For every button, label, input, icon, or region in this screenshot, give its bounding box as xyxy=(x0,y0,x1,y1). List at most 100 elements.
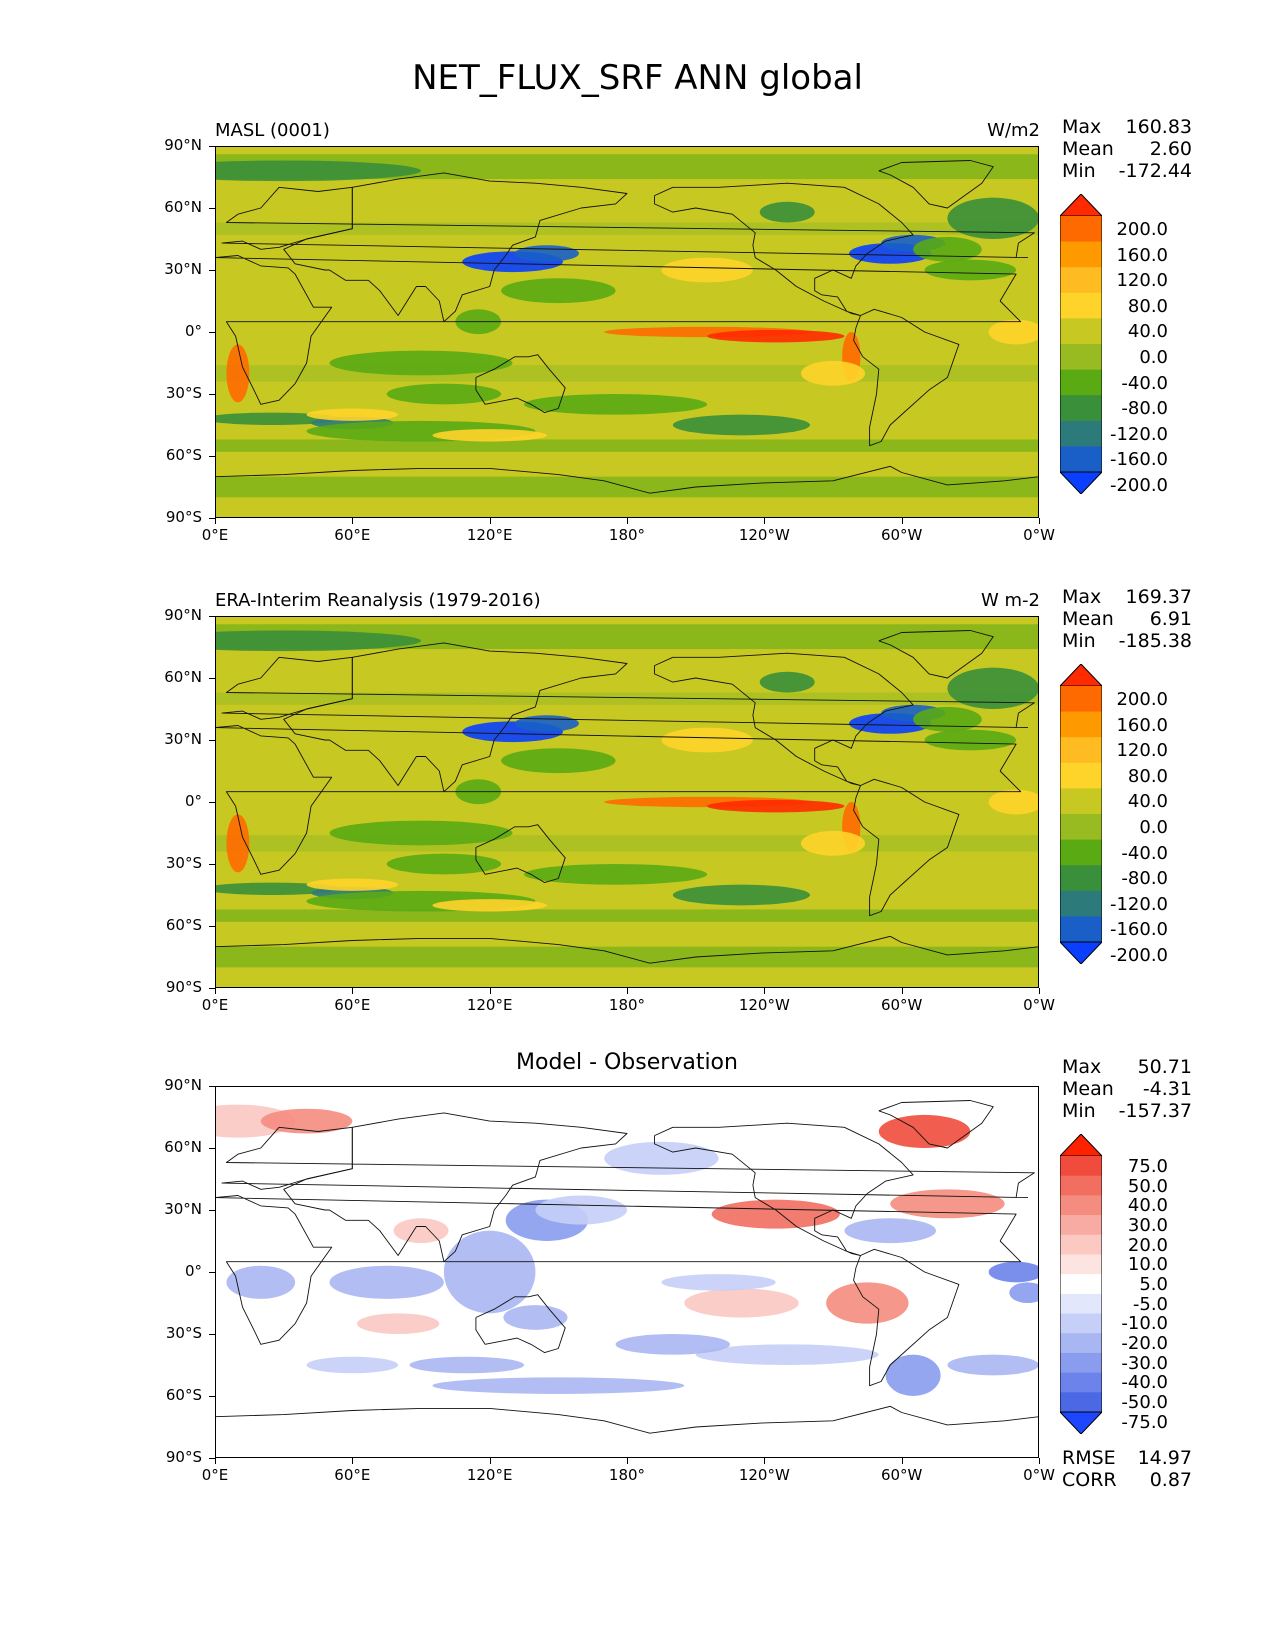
field-contour xyxy=(988,319,1039,345)
field-contour xyxy=(329,350,513,376)
field-contour xyxy=(393,1218,449,1244)
colorbar-tick-label: -160.0 xyxy=(1109,919,1168,941)
map-frame xyxy=(215,616,1039,988)
corr-value: 0.87 xyxy=(1149,1469,1192,1491)
x-tick-mark xyxy=(764,1458,766,1464)
colorbar-tick-label: -20.0 xyxy=(1121,1333,1168,1355)
field-contour xyxy=(432,899,547,912)
colorbar-tick-label: 120.0 xyxy=(1116,740,1168,762)
y-tick-mark xyxy=(209,988,215,989)
y-tick-mark xyxy=(209,616,215,617)
x-tick-mark xyxy=(352,988,354,994)
colorbar-segment xyxy=(1060,737,1102,764)
colorbar-tick-label: -5.0 xyxy=(1132,1293,1168,1315)
field-contour xyxy=(707,329,845,343)
field-contour xyxy=(386,853,502,875)
field-contour xyxy=(306,408,399,421)
coastline-greenland xyxy=(878,630,994,679)
field-contour xyxy=(615,1334,730,1355)
x-tick-mark xyxy=(901,1458,903,1464)
map-frame xyxy=(215,1086,1039,1458)
colorbar-segment xyxy=(1060,1293,1102,1315)
field-contour xyxy=(260,1108,353,1134)
colorbar-tick-label: -120.0 xyxy=(1109,423,1168,445)
coastline-south_america xyxy=(853,778,960,917)
colorbar-tick-label: -50.0 xyxy=(1121,1392,1168,1414)
colorbar xyxy=(1060,664,1102,964)
x-tick-label: 0°E xyxy=(201,526,229,544)
colorbar-segment xyxy=(1060,292,1102,319)
field-band xyxy=(215,222,1039,235)
stat-mean-label: Mean xyxy=(1062,608,1114,630)
field-contour xyxy=(432,1377,685,1394)
stat-mean-value: 2.60 xyxy=(1149,138,1192,160)
field-contour xyxy=(386,383,502,405)
colorbar-tick-label: -160.0 xyxy=(1109,449,1168,471)
field-contour xyxy=(524,394,708,415)
field-contour xyxy=(514,245,579,262)
y-tick-mark xyxy=(209,518,215,519)
colorbar-tick-label: -80.0 xyxy=(1121,398,1168,420)
coastline-north_america xyxy=(654,652,914,786)
colorbar-tick-label: 20.0 xyxy=(1127,1234,1168,1256)
stats-box: Max 160.83 Mean 2.60 Min -172.44 xyxy=(1062,116,1192,182)
fit-stats-box: RMSE 14.97 CORR 0.87 xyxy=(1062,1447,1192,1491)
field-contour xyxy=(711,1199,840,1229)
coastline-antarctica xyxy=(215,465,1039,518)
panel-difference: Model - Observation Max 50.71 Mean -4.31 M… xyxy=(0,1050,1275,1502)
x-tick-mark xyxy=(215,988,216,994)
colorbar-segment xyxy=(1060,762,1102,789)
coastline-greenland xyxy=(878,1100,994,1149)
field-contour xyxy=(947,197,1039,239)
coastline-australia xyxy=(475,1294,566,1354)
field-contour xyxy=(1009,1282,1039,1303)
y-tick-mark xyxy=(209,740,215,741)
field-contour xyxy=(501,748,616,774)
y-tick-label: 60°N xyxy=(164,198,202,216)
colorbar-extend-bottom xyxy=(1060,1411,1102,1434)
y-tick-label: 30°N xyxy=(164,1200,202,1218)
x-tick-mark xyxy=(627,1458,628,1464)
colorbar-segment xyxy=(1060,916,1102,943)
colorbar-tick-label: 50.0 xyxy=(1127,1175,1168,1197)
field-contour xyxy=(432,429,547,442)
colorbar-segment xyxy=(1060,420,1102,447)
colorbar-segment xyxy=(1060,890,1102,917)
colorbar-segment xyxy=(1060,216,1102,243)
x-tick-label: 180° xyxy=(608,1466,646,1484)
colorbar-tick-label: -75.0 xyxy=(1121,1411,1168,1433)
figure-title: NET_FLUX_SRF ANN global xyxy=(412,58,863,98)
colorbar-tick-label: 80.0 xyxy=(1127,765,1168,787)
colorbar xyxy=(1060,194,1102,494)
y-tick-label: 60°S xyxy=(165,446,202,464)
y-tick-label: 90°N xyxy=(164,1076,202,1094)
colorbar-extend-top xyxy=(1060,194,1102,217)
stat-mean-value: -4.31 xyxy=(1142,1078,1192,1100)
coastline-africa xyxy=(215,1195,1022,1345)
y-tick-mark xyxy=(209,802,215,803)
stat-min-label: Min xyxy=(1062,160,1096,182)
coastline-south_america xyxy=(853,308,960,447)
y-tick-label: 90°S xyxy=(165,1448,202,1466)
y-tick-label: 30°N xyxy=(164,260,202,278)
panel-reference: ERA-Interim Reanalysis (1979-2016) W m-2… xyxy=(0,586,1275,1032)
x-tick-label: 0°W xyxy=(1023,996,1055,1014)
coastline-asia xyxy=(283,172,628,323)
x-tick-mark xyxy=(1039,518,1040,524)
colorbar-segment xyxy=(1060,1274,1102,1295)
y-tick-mark xyxy=(209,864,215,865)
colorbar-tick-label: 5.0 xyxy=(1139,1273,1168,1295)
colorbar-segment xyxy=(1060,686,1102,713)
stat-max-value: 160.83 xyxy=(1125,116,1192,138)
colorbar-tick-label: -200.0 xyxy=(1109,475,1168,497)
field-contour xyxy=(215,160,421,182)
field-contour xyxy=(661,257,753,283)
y-tick-mark xyxy=(209,456,215,457)
x-tick-label: 120°W xyxy=(738,996,790,1014)
field-band xyxy=(215,439,1039,452)
field-contour xyxy=(947,667,1039,709)
x-tick-mark xyxy=(627,518,628,524)
x-tick-mark xyxy=(1039,1458,1040,1464)
stat-max-label: Max xyxy=(1062,116,1102,138)
coastline-australia xyxy=(475,824,566,884)
